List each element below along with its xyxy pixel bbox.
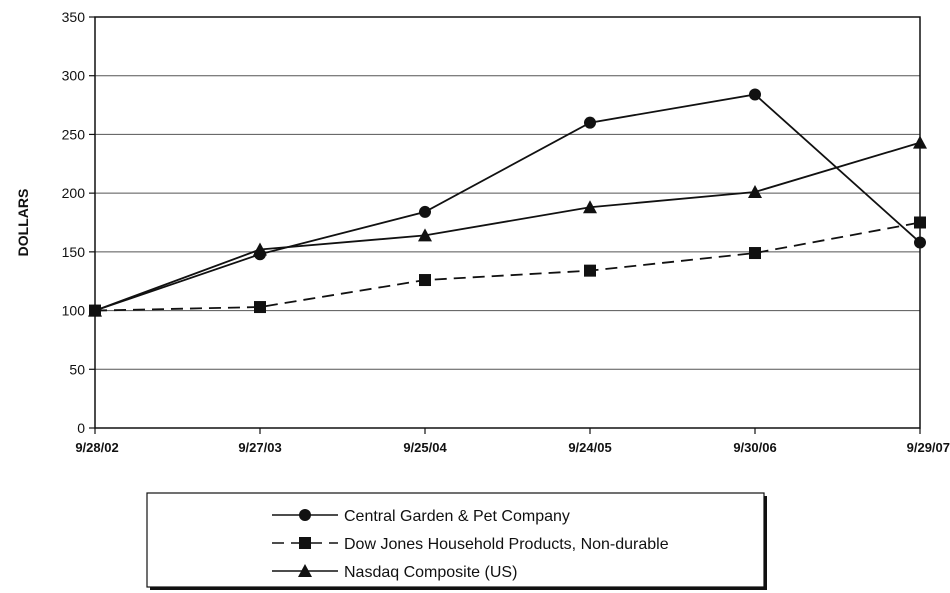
series-line bbox=[94, 141, 921, 312]
x-axis-ticks: 9/28/02 9/27/03 9/25/04 9/24/05 9/30/06 9/29/… bbox=[75, 428, 950, 455]
x-tick-label: 9/25/04 bbox=[403, 440, 447, 455]
data-point bbox=[254, 301, 266, 314]
legend-label: Nasdaq Composite (US) bbox=[344, 564, 517, 581]
plot-area bbox=[94, 16, 921, 429]
x-tick-label: 9/24/05 bbox=[568, 440, 611, 455]
data-point bbox=[748, 184, 762, 198]
legend-label: Dow Jones Household Products, Non-durabl… bbox=[344, 536, 669, 553]
data-point bbox=[749, 247, 761, 260]
legend-swatch-marker bbox=[298, 564, 312, 577]
x-tick-label: 9/27/03 bbox=[238, 440, 281, 455]
series-1 bbox=[89, 216, 926, 317]
y-axis-ticks: 0 50 100 150 200 250 300 350 bbox=[62, 9, 95, 436]
y-tick-label: 200 bbox=[62, 185, 86, 201]
data-point bbox=[419, 205, 431, 218]
data-point bbox=[584, 264, 596, 277]
legend-swatch-marker bbox=[299, 537, 311, 549]
legend-label: Central Garden & Pet Company bbox=[344, 508, 570, 525]
data-point bbox=[914, 216, 926, 229]
series-line bbox=[94, 221, 921, 312]
y-tick-label: 150 bbox=[62, 244, 86, 260]
x-tick-label: 9/29/07 bbox=[907, 440, 950, 455]
data-point bbox=[584, 116, 596, 129]
gridlines bbox=[95, 75, 920, 370]
data-point bbox=[913, 135, 927, 149]
series-2 bbox=[88, 135, 927, 317]
data-point bbox=[419, 274, 431, 287]
series-line bbox=[94, 93, 921, 312]
legend: Central Garden & Pet Company Dow Jones Ho… bbox=[146, 492, 767, 590]
y-axis-label: DOLLARS bbox=[15, 189, 31, 257]
data-point bbox=[914, 236, 926, 249]
x-tick-label: 9/30/06 bbox=[733, 440, 776, 455]
y-tick-label: 100 bbox=[62, 303, 86, 319]
data-point bbox=[583, 200, 597, 214]
series-0 bbox=[89, 88, 926, 317]
legend-swatch-marker bbox=[299, 509, 311, 521]
data-point bbox=[253, 242, 267, 256]
data-point bbox=[418, 228, 432, 242]
y-tick-label: 250 bbox=[62, 126, 86, 142]
series-layer bbox=[88, 88, 927, 317]
data-point bbox=[88, 303, 102, 317]
y-tick-label: 0 bbox=[77, 420, 85, 436]
x-tick-label: 9/28/02 bbox=[75, 440, 118, 455]
y-tick-label: 350 bbox=[62, 9, 86, 25]
y-tick-label: 300 bbox=[62, 68, 86, 84]
legend-box bbox=[146, 492, 765, 588]
data-point bbox=[749, 88, 761, 101]
y-tick-label: 50 bbox=[69, 361, 85, 377]
